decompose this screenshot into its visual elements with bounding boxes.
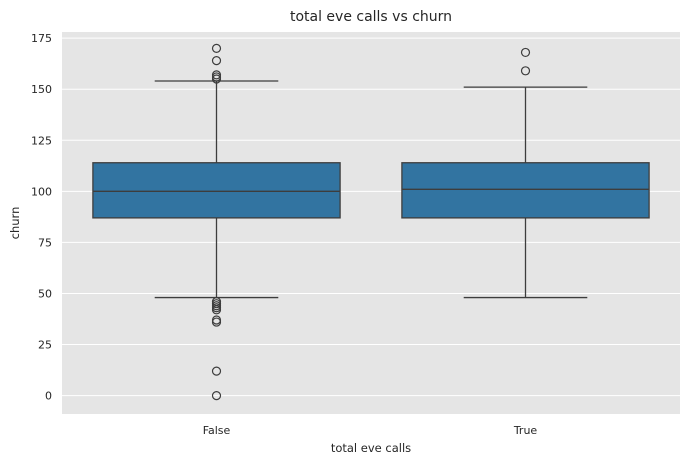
y-tick-label-0: 0 [45, 390, 52, 403]
plot-area [62, 32, 680, 414]
outlier-false-12 [211, 55, 222, 66]
outlier-false-11 [211, 70, 222, 80]
outlier-false-13 [211, 43, 222, 53]
outlier-false-3 [211, 315, 222, 325]
y-axis-ticks: 0 25 50 75 100 125 150 175 [31, 32, 52, 402]
outlier-true-1 [520, 47, 531, 58]
outlier-false-1 [211, 366, 222, 376]
y-tick-label-25: 25 [38, 339, 52, 352]
y-axis-label: churn [8, 207, 22, 240]
box-true [401, 162, 650, 219]
y-tick-label-50: 50 [38, 287, 52, 300]
y-tick-label-150: 150 [31, 83, 52, 96]
outlier-false-0 [211, 391, 222, 401]
box-series [92, 43, 650, 401]
y-tick-label-175: 175 [31, 32, 52, 45]
y-tick-label-100: 100 [31, 185, 52, 198]
x-tick-label-false: False [203, 424, 231, 437]
outlier-true-0 [520, 66, 531, 76]
chart-title: total eve calls vs churn [290, 9, 452, 25]
x-axis-label: total eve calls [331, 441, 411, 455]
gridlines [62, 37, 680, 397]
outlier-false-8 [211, 297, 222, 307]
x-tick-label-true: True [513, 424, 538, 437]
y-tick-label-125: 125 [31, 134, 52, 147]
box-false [92, 162, 341, 219]
x-axis-ticks: False True [203, 424, 538, 437]
y-tick-label-75: 75 [38, 236, 52, 249]
